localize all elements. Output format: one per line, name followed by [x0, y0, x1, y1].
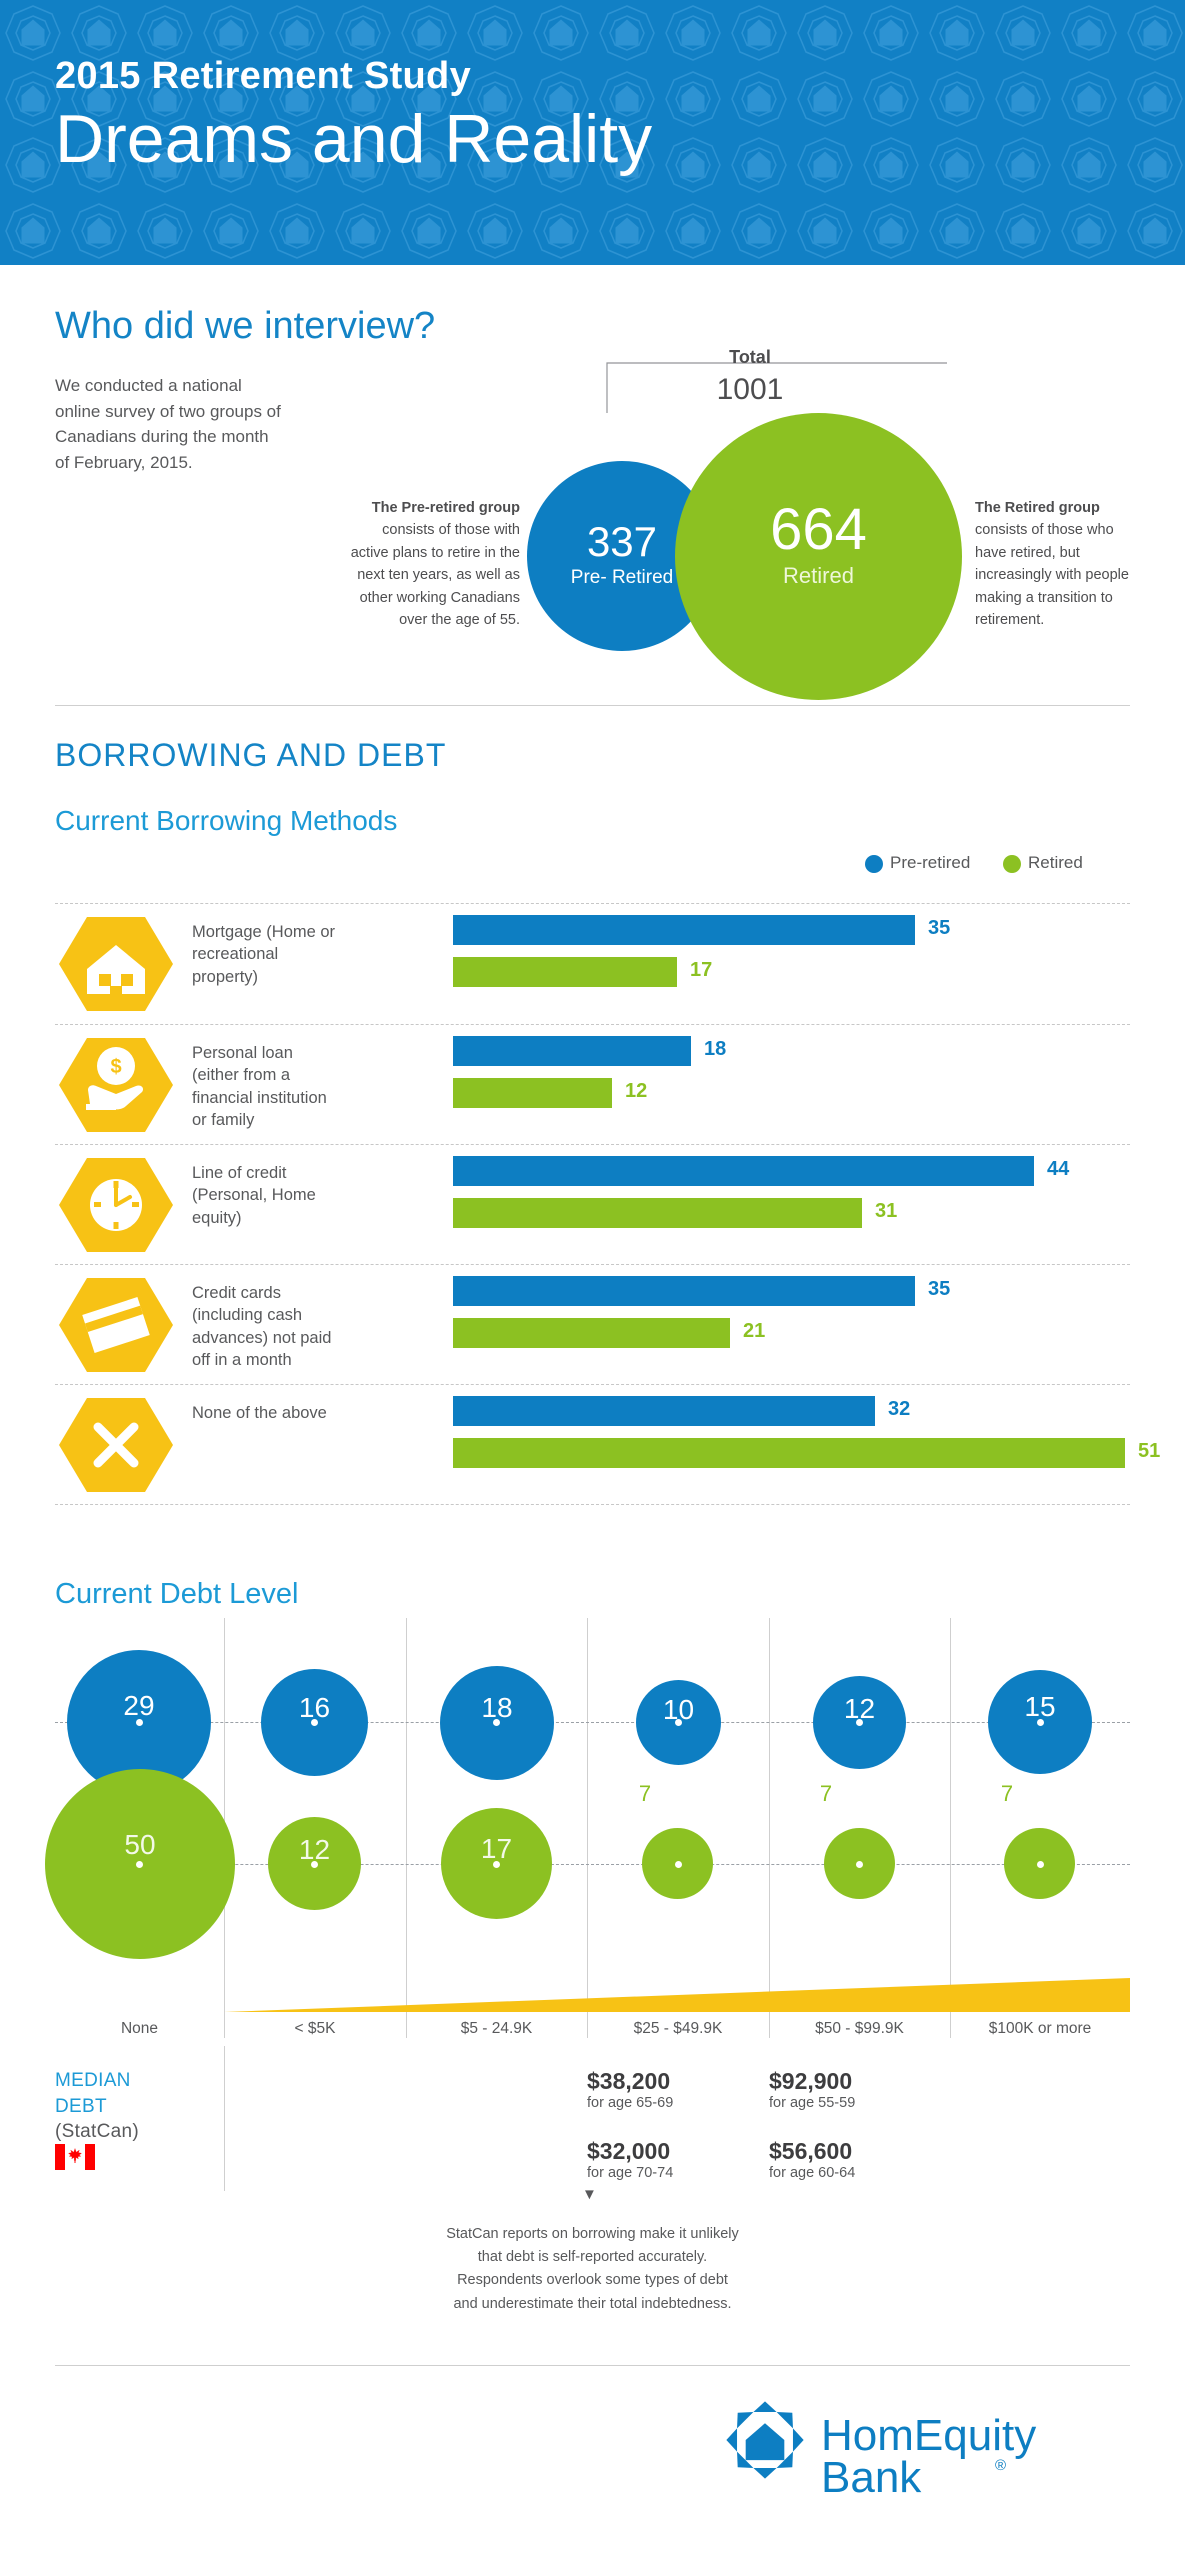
svg-text:$: $: [110, 1056, 121, 1078]
svg-text:Bank: Bank: [821, 2453, 922, 2498]
svg-text:®: ®: [995, 2457, 1006, 2474]
